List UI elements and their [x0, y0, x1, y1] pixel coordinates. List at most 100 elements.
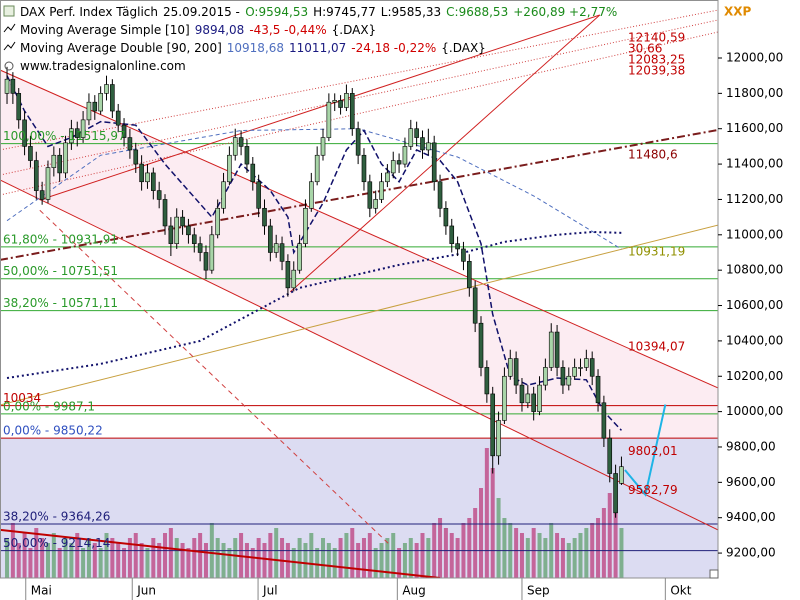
header-text: 9894,08	[195, 23, 245, 37]
header-text: DAX Perf. Index Täglich	[20, 5, 158, 19]
candle-body	[174, 216, 180, 244]
candle-body	[566, 375, 572, 386]
candle-body	[10, 78, 16, 94]
volume-bar	[619, 528, 624, 578]
candle-body	[396, 160, 402, 165]
y-tick-label: 10600,00	[726, 298, 783, 312]
moving-average	[6, 128, 622, 250]
price-tag: 12140,59	[628, 31, 685, 45]
candle-body	[39, 190, 45, 200]
corner-icon	[709, 569, 719, 579]
volume-bar	[57, 548, 62, 578]
candle-body	[502, 375, 507, 421]
volume-bar	[332, 548, 337, 578]
volume-bar	[367, 533, 372, 578]
level-label: 38,20% - 9364,26	[3, 510, 110, 524]
candle-body	[151, 172, 156, 191]
header-text: H:9745,77	[313, 5, 376, 19]
volume-bar	[555, 533, 560, 578]
trendline	[0, 19, 718, 176]
candle-body	[420, 137, 425, 151]
volume-bar	[28, 548, 33, 578]
header-text: Moving Average Simple [10]	[20, 23, 190, 37]
y-tick-label: 11400,00	[726, 157, 783, 171]
volume-bar	[110, 538, 115, 578]
volume-bar	[408, 538, 413, 578]
volume-bar	[221, 543, 226, 578]
volume-bar	[168, 528, 173, 578]
price-tag: 9582,79	[628, 483, 678, 497]
volume-bar	[578, 533, 583, 578]
candle-body	[455, 243, 460, 250]
icon	[3, 23, 16, 33]
volume-bar	[402, 543, 407, 578]
volume-bar	[496, 498, 501, 578]
volume-bar	[51, 533, 56, 578]
icon	[3, 5, 15, 17]
volume-bar	[309, 533, 314, 578]
plot-border	[0, 0, 719, 579]
candle-body	[86, 101, 92, 121]
candle-body	[572, 367, 577, 377]
candle-body	[414, 128, 419, 138]
volume-bar	[92, 543, 97, 578]
trendline	[0, 224, 718, 406]
candle-body	[232, 137, 238, 156]
trendline	[39, 14, 600, 201]
header-line: www.tradesignalonline.com	[20, 59, 186, 73]
candle-body	[133, 149, 139, 165]
candle-body	[309, 181, 314, 209]
volume-bar	[127, 538, 132, 578]
volume-bar	[22, 533, 27, 578]
icon	[3, 41, 16, 51]
level-label: 50,00% - 9214,14	[3, 536, 110, 550]
candle-body	[80, 119, 86, 138]
y-tick-label: 10200,00	[726, 369, 783, 383]
candle-body	[595, 375, 601, 404]
candle-body	[63, 142, 68, 174]
candle-body	[162, 199, 168, 227]
candle-body	[238, 137, 244, 147]
corner-label: XXP	[724, 5, 752, 19]
candle-body	[408, 128, 414, 147]
volume-bar	[373, 548, 378, 578]
candle-body	[332, 100, 338, 103]
y-tick-label: 9800,00	[726, 439, 776, 453]
candle-body	[484, 367, 490, 395]
level-label: 0,00% - 9987,1	[3, 399, 95, 413]
candle-body	[303, 207, 308, 244]
volume-bar	[297, 538, 302, 578]
volume-bar	[601, 508, 606, 578]
header-text: {.DAX}	[332, 23, 377, 37]
volume-bar	[244, 543, 249, 578]
y-tick-label: 11800,00	[726, 86, 783, 100]
volume-bar	[274, 528, 279, 578]
candle-body	[355, 128, 361, 156]
candle-body	[437, 181, 443, 209]
volume-bar	[338, 538, 343, 578]
candle-body	[279, 243, 285, 262]
candle-body	[560, 367, 566, 386]
candle-body	[373, 199, 378, 209]
volume-bar	[139, 543, 144, 578]
volume-bar	[426, 538, 431, 578]
volume-bar	[63, 538, 68, 578]
candle-body	[273, 243, 279, 253]
volume-bar	[519, 533, 524, 578]
volume-bar	[397, 548, 402, 578]
candle-body	[57, 154, 62, 174]
candle-body	[139, 163, 144, 183]
volume-bar	[174, 538, 179, 578]
volume-bar	[69, 543, 74, 578]
candle-body	[110, 84, 115, 112]
candle-body	[548, 331, 554, 368]
candle-body	[33, 160, 39, 191]
y-tick-label: 11600,00	[726, 121, 783, 135]
volume-bar	[438, 518, 443, 578]
volume-bar	[75, 533, 80, 578]
volume-bar	[98, 548, 103, 578]
volume-bar	[502, 518, 507, 578]
volume-bar	[414, 543, 419, 578]
